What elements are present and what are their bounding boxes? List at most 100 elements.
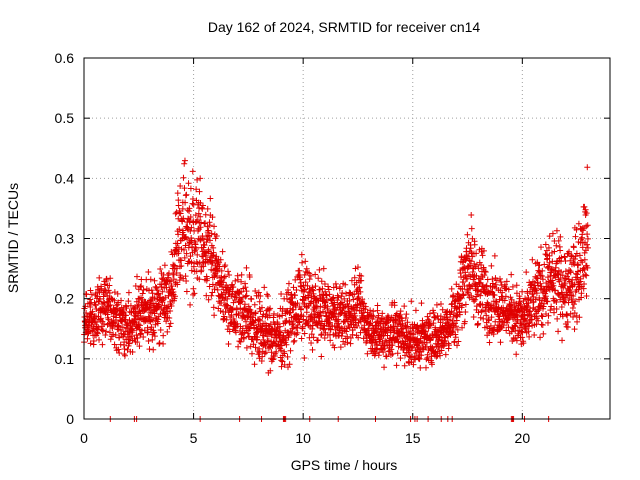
data-point [199,205,206,212]
data-point [429,307,436,314]
data-point [191,290,198,297]
data-point [296,267,303,274]
data-point [248,350,255,357]
data-point [468,225,475,232]
data-point [137,310,144,317]
data-point [162,281,169,288]
data-point [145,269,152,276]
data-point [583,210,590,217]
data-point [517,301,524,308]
data-point [243,292,250,299]
data-point [116,349,123,356]
data-point [471,260,478,267]
data-point [209,289,216,296]
data-point [89,308,96,315]
data-point [501,281,508,288]
data-point [211,223,218,230]
data-point [582,271,589,278]
data-point [202,220,209,227]
data-point [257,293,264,300]
data-point [553,242,560,249]
data-point [321,281,328,288]
data-point [120,306,127,313]
data-point [536,262,543,269]
data-point [341,295,348,302]
data-point [261,350,268,357]
data-point [423,339,430,346]
data-point [88,291,95,298]
data-point [352,265,359,272]
data-point [187,301,194,308]
data-point [491,252,498,259]
data-point [181,246,188,253]
data-point [519,334,526,341]
data-point [433,353,440,360]
data-point [332,313,339,320]
data-point [467,262,474,269]
data-point [307,272,314,279]
data-point [571,326,578,333]
data-point [403,311,410,318]
data-point [547,307,554,314]
data-point [241,301,248,308]
data-point [251,361,258,368]
data-point [306,276,313,283]
data-point [326,291,333,298]
data-point [516,295,523,302]
data-point [137,283,144,290]
data-point [312,271,319,278]
data-point [544,264,551,271]
data-point [252,309,259,316]
data-point [195,210,202,217]
data-point [256,298,263,305]
data-point [267,305,274,312]
data-point [113,317,120,324]
data-point [203,292,210,299]
data-point [298,305,305,312]
data-point [255,316,262,323]
data-point [125,289,132,296]
data-point [136,343,143,350]
data-point [123,305,130,312]
data-point [490,331,497,338]
data-point [213,253,220,260]
data-point [255,289,262,296]
data-point [407,354,414,361]
data-point [242,284,249,291]
x-tick-label: 20 [515,430,531,446]
data-point [581,249,588,256]
data-point [422,364,429,371]
x-axis-label: GPS time / hours [291,457,398,473]
data-point [370,313,377,320]
data-point [214,268,221,275]
data-point [561,276,568,283]
data-point [412,307,419,314]
data-point [570,292,577,299]
data-point [300,282,307,289]
data-point [521,325,528,332]
data-point [347,335,354,342]
data-point [486,289,493,296]
data-point [537,244,544,251]
data-point [504,316,511,323]
data-point [294,321,301,328]
data-point [225,268,232,275]
data-point [206,222,213,229]
data-point [178,257,185,264]
data-point [157,266,164,273]
data-point [148,287,155,294]
data-point [211,312,218,319]
data-point [210,249,217,256]
data-point [302,279,309,286]
data-point [180,227,187,234]
data-point [454,326,461,333]
data-point [105,303,112,310]
data-point [318,278,325,285]
data-point [106,329,113,336]
data-point [351,274,358,281]
data-point [96,336,103,343]
data-point [112,332,119,339]
data-point [499,289,506,296]
data-point [573,312,580,319]
data-point [175,244,182,251]
